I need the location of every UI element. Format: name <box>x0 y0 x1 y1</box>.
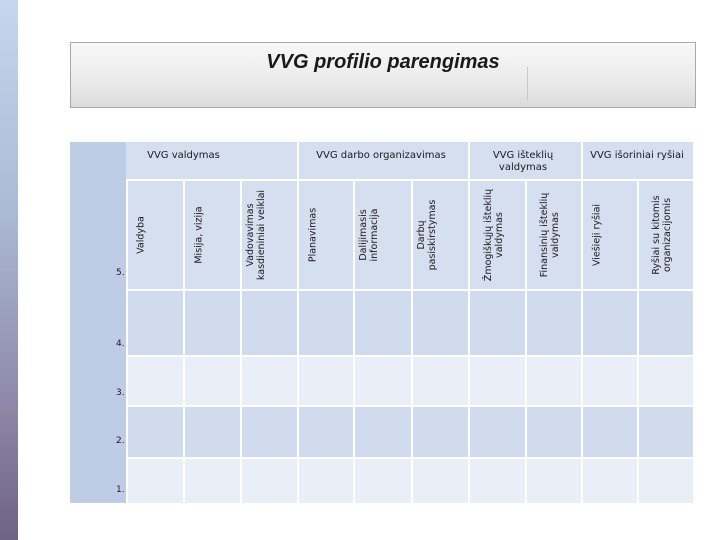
column-header: Misija, vizija <box>193 206 205 264</box>
left-accent-bar <box>0 0 18 540</box>
group-label-isoriniai-rysiai: VVG išoriniai ryšiai <box>590 150 684 161</box>
column-header: Dalijimasis informacija <box>358 208 380 262</box>
table-row <box>126 406 693 458</box>
table-row <box>126 356 693 406</box>
group-label-istekliu-valdymas: VVG išteklių valdymas <box>492 150 554 173</box>
column-header-cell: Darbų pasiskirstymas <box>412 180 442 290</box>
grid-line <box>183 180 185 503</box>
column-header: Planavimas <box>307 207 319 263</box>
grid-line <box>468 142 470 503</box>
row-number: 1. <box>116 485 125 495</box>
grid-line <box>637 180 639 503</box>
column-header: Ryšiai su kitomis organizacijomis <box>651 195 673 275</box>
first-column-bg <box>70 142 126 503</box>
column-header-cell: Viešieji ryšiai <box>582 180 612 290</box>
row-number: 5. <box>116 268 125 278</box>
column-header-cell: Planavimas <box>298 180 328 290</box>
row-number: 2. <box>116 436 125 446</box>
grid-line <box>126 179 693 181</box>
grid-line <box>126 405 693 407</box>
group-label-darbo-organizavimas: VVG darbo organizavimas <box>316 150 446 161</box>
grid-line <box>126 180 128 503</box>
grid-line <box>353 180 355 503</box>
grid-line <box>581 142 583 503</box>
grid-line <box>297 142 299 503</box>
row-number: 4. <box>116 339 125 349</box>
title-banner: VVG profilio parengimas <box>70 42 696 108</box>
grid-line <box>126 289 693 291</box>
table-row <box>126 290 693 356</box>
profile-table: VVG valdymas VVG darbo organizavimas VVG… <box>70 142 693 503</box>
grid-line <box>525 180 527 503</box>
grid-line <box>240 180 242 503</box>
column-header-cell: Žmogiškųjų išteklių valdymas <box>470 180 518 290</box>
column-header: Viešieji ryšiai <box>591 203 603 267</box>
grid-line <box>126 457 693 459</box>
column-header: Vadovavimas kasdieniniai veiklai <box>245 189 267 281</box>
header-row-bg <box>70 142 693 290</box>
column-header-cell: Ryšiai su kitomis organizacijomis <box>638 180 686 290</box>
grid-line <box>126 355 693 357</box>
column-header-cell: Vadovavimas kasdieniniai veiklai <box>241 180 271 290</box>
page-title: VVG profilio parengimas <box>266 51 500 73</box>
title-divider <box>527 67 528 101</box>
grid-line <box>411 180 413 503</box>
column-header-cell: Finansinių išteklių valdymas <box>526 180 574 290</box>
row-number: 3. <box>116 388 125 398</box>
group-label-valdymas: VVG valdymas <box>147 150 220 161</box>
column-header: Darbų pasiskirstymas <box>416 199 438 271</box>
column-header: Valdyba <box>135 216 147 254</box>
column-header-cell: Misija, vizija <box>184 180 214 290</box>
table-row <box>126 458 693 503</box>
column-header: Žmogiškųjų išteklių valdymas <box>483 188 505 282</box>
column-header: Finansinių išteklių valdymas <box>539 192 561 278</box>
column-header-cell: Dalijimasis informacija <box>354 180 384 290</box>
column-header-cell: Valdyba <box>126 180 156 290</box>
